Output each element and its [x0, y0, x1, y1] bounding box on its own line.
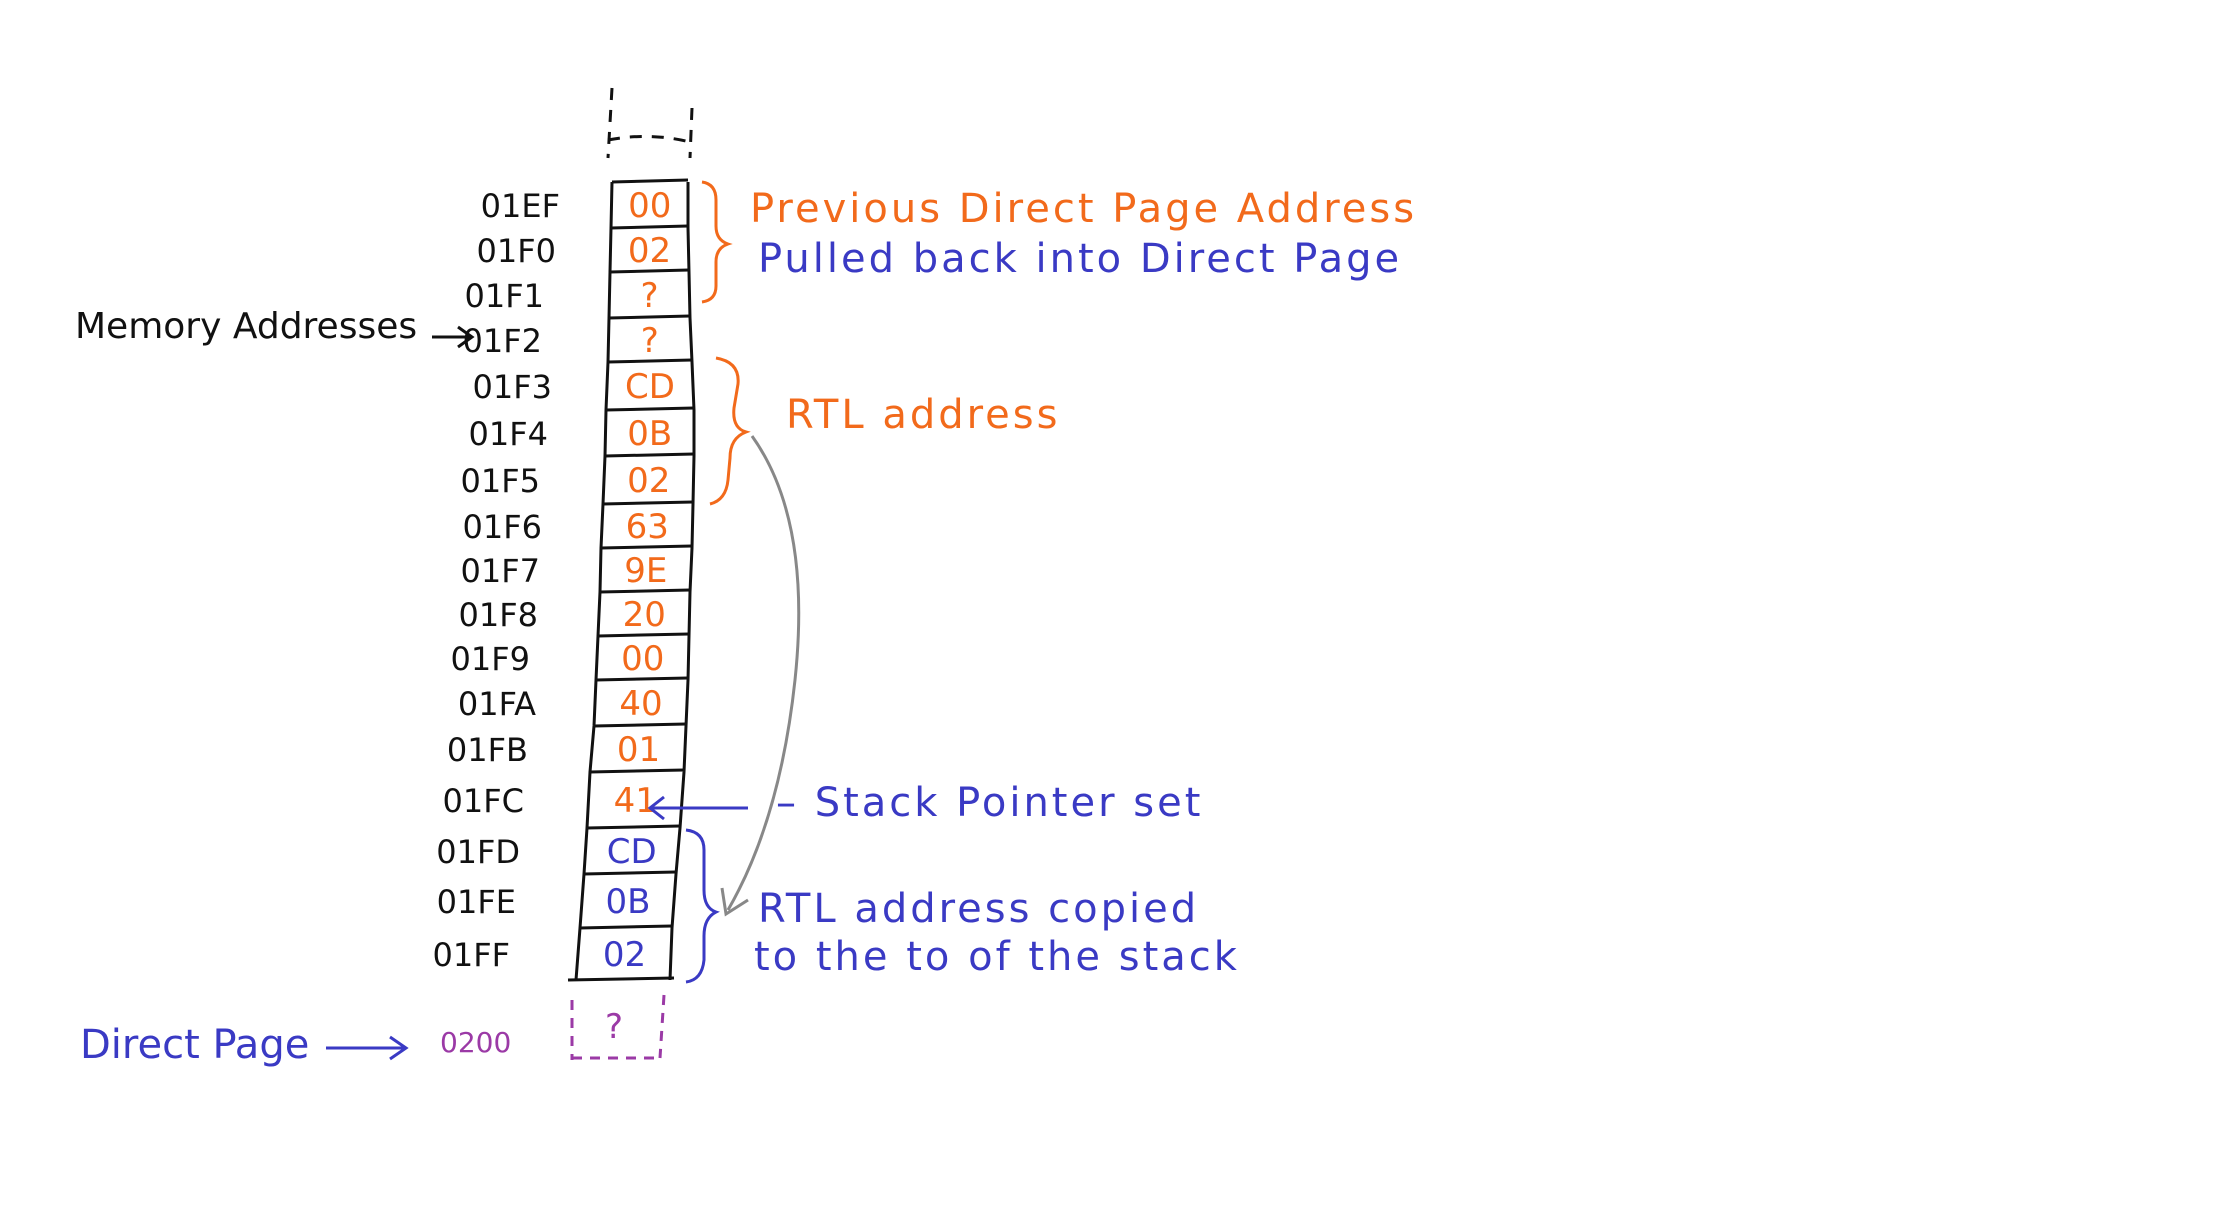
rtl-copied-top-label: to the to of the stack	[754, 934, 1240, 980]
rtl-address-label: RTL address	[786, 392, 1060, 438]
stack-row-divider	[595, 676, 689, 682]
stack-address-label: 01F7	[461, 552, 540, 590]
stack-row-divider	[593, 722, 687, 728]
stack-row-divider	[599, 588, 691, 594]
stack-row-divider	[608, 314, 691, 320]
stack-cell-value: 20	[623, 595, 666, 635]
stack-row-divider	[607, 358, 693, 364]
stack-address-label: 01F0	[477, 232, 556, 270]
stack-row-divider	[605, 406, 695, 412]
stack-cell-value: 02	[627, 461, 670, 501]
stack-row-divider	[609, 268, 690, 274]
rtl-copied-brace	[685, 828, 720, 984]
stack-address-label: 01F5	[461, 462, 540, 500]
stack-cell-value: CD	[625, 367, 675, 407]
stack-address-label: 01FB	[447, 731, 528, 769]
stack-address-label: 01F1	[465, 277, 544, 315]
column-top-continuation	[606, 87, 694, 159]
memory-addresses-label: Memory Addresses	[75, 306, 417, 347]
stack-pointer-arrow	[647, 795, 748, 821]
stack-cell-value: ?	[640, 276, 658, 316]
stack-left-edge	[574, 181, 614, 981]
stack-address-label: 01FA	[458, 685, 536, 723]
stack-cell-value: 00	[628, 186, 671, 226]
stack-cell-value: 9E	[624, 551, 667, 591]
stack-cells: 00 01EF 02 01F0? 01F1? 01F2 CD 01F3 0B 01F4 02 01F5…	[432, 178, 696, 982]
stack-cell-value: 0B	[627, 414, 672, 454]
direct-page-arrow	[326, 1035, 409, 1061]
stack-row-divider	[583, 870, 677, 876]
stack-row-divider	[610, 224, 689, 230]
stack-cell-value: 0B	[606, 882, 651, 922]
stack-cell-value: ?	[641, 321, 659, 361]
stack-cell-value: 02	[603, 935, 646, 975]
stack-address-label: 01FE	[437, 883, 516, 921]
stack-address-label: 01F9	[451, 640, 530, 678]
stack-cell-value: 02	[628, 231, 671, 271]
stack-row-divider	[589, 768, 685, 774]
stack-address-label: 01FD	[436, 833, 520, 871]
previous-dp-brace	[701, 180, 733, 304]
stack-address-label: 01F4	[469, 415, 548, 453]
stack-cell-value: 41	[614, 781, 657, 821]
stack-cell-value: 00	[621, 639, 664, 679]
stack-row-divider	[597, 632, 690, 638]
stack-row-divider	[600, 544, 693, 550]
stack-row-divider	[602, 500, 694, 506]
stack-address-label: 01EF	[481, 187, 560, 225]
previous-dp-pulled-label: Pulled back into Direct Page	[758, 236, 1402, 282]
stack-address-label: 01F2	[463, 322, 542, 360]
stack-row-divider	[579, 924, 673, 930]
stack-address-label: 01F8	[459, 596, 538, 634]
direct-page-value: ?	[605, 1007, 623, 1047]
memory-addresses-arrow	[432, 325, 475, 349]
copy-arrow	[720, 435, 801, 917]
stack-right-edge	[668, 182, 696, 981]
stack-address-label: 01F6	[463, 508, 542, 546]
stack-row-divider	[586, 824, 681, 830]
stack-address-label: 01F3	[473, 368, 552, 406]
rtl-address-brace	[709, 356, 751, 506]
stack-cell-value: 63	[626, 507, 669, 547]
stack-address-label: 01FF	[432, 936, 510, 974]
stack-pointer-label: – Stack Pointer set	[776, 780, 1203, 826]
stack-row-divider	[604, 452, 695, 458]
stack-cell-value: CD	[607, 832, 657, 872]
rtl-copied-label: RTL address copied	[758, 886, 1199, 932]
direct-page-label: Direct Page	[80, 1022, 309, 1068]
stack-cell-value: 40	[619, 684, 662, 724]
stack-row-divider	[567, 976, 675, 982]
stack-address-label: 01FC	[443, 782, 524, 820]
direct-page-cell	[570, 994, 666, 1060]
stack-cell-value: 01	[617, 730, 660, 770]
direct-page-address: 0200	[440, 1026, 511, 1059]
previous-dp-label: Previous Direct Page Address	[750, 186, 1417, 232]
stack-row-divider	[611, 178, 689, 184]
